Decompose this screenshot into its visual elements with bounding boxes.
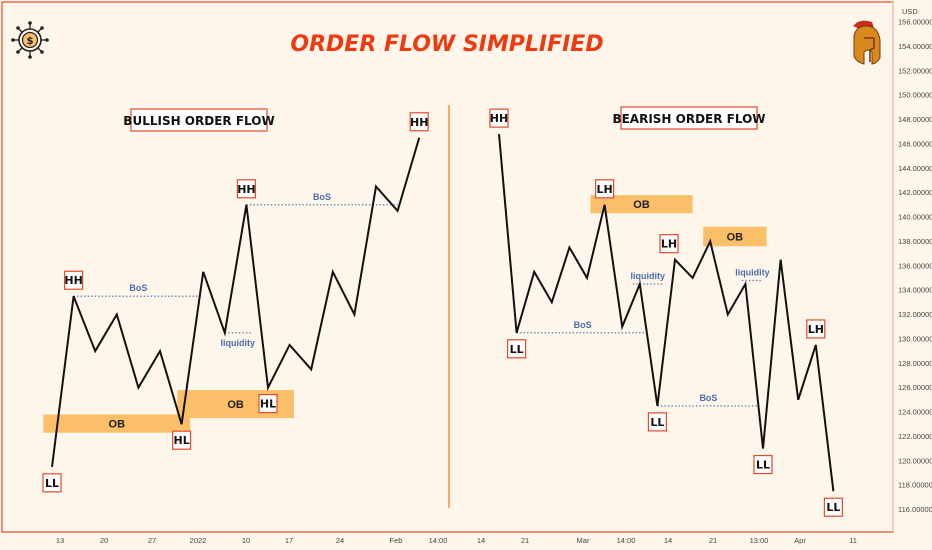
swing-label-box (409, 112, 429, 132)
y-tick-label: 154.000000 (898, 42, 932, 51)
swing-label: LL (826, 501, 840, 514)
panel-heading: BEARISH ORDER FLOW (612, 112, 765, 126)
swing-label: LL (650, 416, 664, 429)
x-tick-label: 20 (100, 536, 108, 545)
price-line (51, 137, 421, 467)
level-label: liquidity (221, 338, 256, 348)
swing-label: HH (64, 274, 82, 287)
y-tick-label: 140.000000 (898, 213, 932, 222)
y-tick-label: 128.000000 (898, 359, 932, 368)
swing-label: HL (260, 398, 276, 411)
x-tick-label: Feb (390, 536, 403, 545)
swing-label-box (753, 454, 773, 475)
bearish-panel: OB OB BoS liquidity liquidity BoS HH LL LH LL LH LL… (489, 106, 844, 517)
swing-label-box (236, 179, 256, 199)
x-tick-label: 11 (849, 536, 857, 545)
y-tick-label: 144.000000 (898, 164, 932, 173)
y-tick-label: 116.000000 (898, 505, 932, 514)
x-tick-label: 17 (285, 536, 293, 545)
x-tick-label: 27 (148, 536, 156, 545)
order-block-label: OB (109, 419, 126, 431)
y-tick-label: 142.000000 (898, 188, 932, 197)
y-tick-label: 118.000000 (898, 481, 932, 490)
y-tick-label: 130.000000 (898, 334, 932, 343)
y-tick-label: 126.000000 (898, 383, 932, 392)
swing-label-box (806, 319, 826, 339)
swing-label: LL (510, 343, 524, 356)
x-tick-label: Mar (577, 536, 590, 545)
swing-label: LL (45, 477, 59, 490)
swing-label: LL (756, 459, 770, 472)
swing-label: LH (661, 238, 677, 251)
order-block-label: OB (633, 199, 650, 211)
svg-text:$: $ (27, 36, 34, 47)
y-tick-label: 146.000000 (898, 139, 932, 148)
swing-label-box (42, 473, 62, 493)
swing-label-box (172, 430, 192, 450)
order-block-label: OB (727, 232, 744, 244)
y-tick-label: 136.000000 (898, 261, 932, 270)
order-block (703, 226, 767, 247)
swing-label: LH (596, 183, 612, 196)
currency-label: USD (902, 7, 918, 16)
swing-label: HL (173, 434, 189, 447)
swing-label-box (489, 108, 509, 128)
level-label: BoS (699, 393, 717, 403)
x-tick-label: 24 (336, 536, 344, 545)
level-label: liquidity (630, 271, 665, 281)
bullish-panel: OB OB BoS liquidity BoS LL HH HL HH HL HH BULLISH O… (42, 108, 429, 493)
panel-heading: BULLISH ORDER FLOW (123, 114, 274, 128)
y-tick-label: 132.000000 (898, 310, 932, 319)
swing-label: HH (237, 183, 255, 196)
x-tick-label: 14:00 (617, 536, 636, 545)
x-tick-label: 14 (664, 536, 672, 545)
x-tick-label: 13:00 (750, 536, 769, 545)
swing-label: LH (808, 323, 824, 336)
order-block (43, 414, 191, 433)
swing-label-box (63, 270, 84, 290)
swing-label-box (647, 412, 668, 432)
swing-label-box (258, 394, 278, 414)
swing-label-box (507, 339, 527, 359)
price-line (498, 134, 835, 492)
panel-heading-box (620, 106, 758, 130)
x-tick-label: 14:00 (429, 536, 448, 545)
spartan-helmet-icon (853, 20, 881, 65)
y-tick-label: 122.000000 (898, 432, 932, 441)
x-tick-label: 21 (709, 536, 717, 545)
y-tick-label: 150.000000 (898, 91, 932, 100)
x-tick-label: 21 (521, 536, 529, 545)
swing-label: HH (490, 112, 508, 125)
x-axis: 13 20 27 2022 10 17 24 Feb 14:00 14 21 Mar 14:00 14 21… (56, 536, 857, 545)
x-tick-label: 2022 (190, 536, 207, 545)
swing-label-box (659, 234, 679, 254)
x-tick-label: Apr (794, 536, 806, 545)
order-block (590, 195, 693, 214)
level-label: liquidity (735, 267, 770, 277)
y-tick-label: 156.000000 (898, 18, 932, 27)
x-tick-label: 13 (56, 536, 64, 545)
level-label: BoS (313, 192, 331, 202)
y-tick-label: 120.000000 (898, 456, 932, 465)
y-axis: 156.000000 154.000000 152.000000 150.000000… (892, 0, 932, 532)
y-tick-label: 124.000000 (898, 408, 932, 417)
coin-network-icon: $ (11, 21, 49, 59)
panel-heading-box (130, 108, 268, 132)
swing-label: HH (410, 116, 428, 129)
order-block-label: OB (227, 399, 244, 411)
level-label: BoS (129, 283, 147, 293)
chart-title: ORDER FLOW SIMPLIFIED (290, 32, 603, 57)
y-tick-label: 148.000000 (898, 115, 932, 124)
swing-label-box (823, 497, 844, 517)
y-tick-label: 152.000000 (898, 66, 932, 75)
swing-label-box (594, 179, 615, 199)
x-tick-label: 14 (477, 536, 485, 545)
y-tick-label: 134.000000 (898, 286, 932, 295)
y-tick-label: 138.000000 (898, 237, 932, 246)
x-tick-label: 10 (242, 536, 250, 545)
level-label: BoS (574, 320, 592, 330)
